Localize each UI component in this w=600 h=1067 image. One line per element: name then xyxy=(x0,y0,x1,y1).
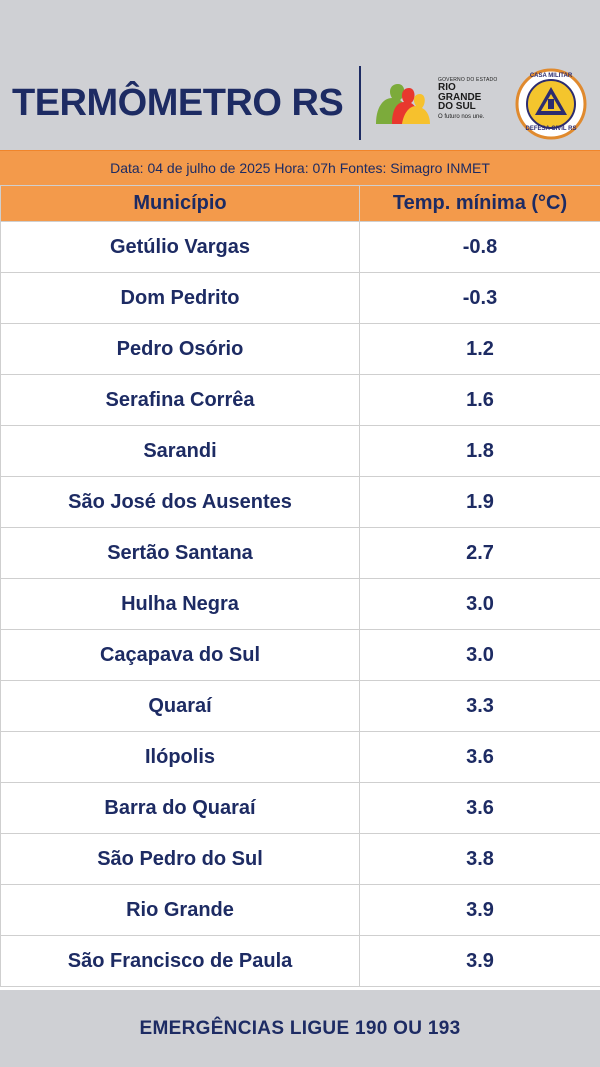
defesa-civil-seal-icon xyxy=(515,68,587,140)
temperature-table-container: Município Temp. mínima (°C) Getúlio Varg… xyxy=(0,185,600,990)
temp-cell: 2.7 xyxy=(359,527,600,579)
temperature-table: Município Temp. mínima (°C) Getúlio Varg… xyxy=(0,185,600,987)
municipio-cell: Caçapava do Sul xyxy=(0,629,360,681)
municipio-cell: Sertão Santana xyxy=(0,527,360,579)
temp-cell: 3.6 xyxy=(359,731,600,783)
gov-line-2: GRANDE xyxy=(438,91,482,103)
defesa-civil-text: DEFESA CIVIL RS xyxy=(525,126,577,132)
table-row: Quaraí 3.3 xyxy=(0,680,600,732)
temp-cell: 3.9 xyxy=(359,935,600,987)
municipio-cell: Quaraí xyxy=(0,680,360,732)
table-row: Sarandi 1.8 xyxy=(0,425,600,477)
municipio-cell: Hulha Negra xyxy=(0,578,360,630)
municipio-cell: Ilópolis xyxy=(0,731,360,783)
casa-militar-text: CASA MILITAR xyxy=(529,73,573,79)
temp-cell: 1.9 xyxy=(359,476,600,528)
header-divider xyxy=(359,66,361,140)
table-row: Getúlio Vargas -0.8 xyxy=(0,221,600,273)
temp-cell: -0.8 xyxy=(359,221,600,273)
table-row: Hulha Negra 3.0 xyxy=(0,578,600,630)
header: TERMÔMETRO RS GOVERNO DO ESTADO RIO GRAN… xyxy=(0,0,600,150)
municipio-cell: Rio Grande xyxy=(0,884,360,936)
rs-government-text: GOVERNO DO ESTADO RIO GRANDE DO SUL O fu… xyxy=(438,78,508,120)
municipio-cell: Serafina Corrêa xyxy=(0,374,360,426)
emergency-footer: EMERGÊNCIAS LIGUE 190 OU 193 xyxy=(0,990,600,1067)
column-header-temp: Temp. mínima (°C) xyxy=(359,185,600,222)
table-row: Pedro Osório 1.2 xyxy=(0,323,600,375)
table-header-row: Município Temp. mínima (°C) xyxy=(0,185,600,222)
temp-cell: 1.8 xyxy=(359,425,600,477)
temp-cell: 1.2 xyxy=(359,323,600,375)
info-bar: Data: 04 de julho de 2025 Hora: 07h Font… xyxy=(0,150,600,185)
table-row: Barra do Quaraí 3.6 xyxy=(0,782,600,834)
table-row: Ilópolis 3.6 xyxy=(0,731,600,783)
rs-silhouettes-icon xyxy=(376,84,430,124)
municipio-cell: São José dos Ausentes xyxy=(0,476,360,528)
table-row: São Francisco de Paula 3.9 xyxy=(0,935,600,987)
temp-cell: 3.9 xyxy=(359,884,600,936)
rs-government-logo: GOVERNO DO ESTADO RIO GRANDE DO SUL O fu… xyxy=(374,76,504,132)
temp-cell: 3.6 xyxy=(359,782,600,834)
municipio-cell: Pedro Osório xyxy=(0,323,360,375)
table-row: São Pedro do Sul 3.8 xyxy=(0,833,600,885)
table-row: Sertão Santana 2.7 xyxy=(0,527,600,579)
temp-cell: 3.0 xyxy=(359,578,600,630)
page-title: TERMÔMETRO RS xyxy=(12,82,344,124)
municipio-cell: Barra do Quaraí xyxy=(0,782,360,834)
municipio-cell: São Francisco de Paula xyxy=(0,935,360,987)
gov-slogan: O futuro nos une. xyxy=(438,113,485,120)
table-row: Caçapava do Sul 3.0 xyxy=(0,629,600,681)
temp-cell: 1.6 xyxy=(359,374,600,426)
table-row: Rio Grande 3.9 xyxy=(0,884,600,936)
temp-cell: -0.3 xyxy=(359,272,600,324)
table-row: São José dos Ausentes 1.9 xyxy=(0,476,600,528)
gov-line-3: DO SUL xyxy=(438,101,476,112)
casa-militar-logo: CASA MILITAR DEFESA CIVIL RS xyxy=(515,68,587,140)
municipio-cell: Getúlio Vargas xyxy=(0,221,360,273)
table-row: Serafina Corrêa 1.6 xyxy=(0,374,600,426)
municipio-cell: São Pedro do Sul xyxy=(0,833,360,885)
temp-cell: 3.3 xyxy=(359,680,600,732)
table-row: Dom Pedrito -0.3 xyxy=(0,272,600,324)
gov-small-text: GOVERNO DO ESTADO xyxy=(438,77,498,83)
gov-line-1: RIO xyxy=(438,82,456,93)
column-header-municipio: Município xyxy=(0,185,360,222)
temp-cell: 3.0 xyxy=(359,629,600,681)
municipio-cell: Sarandi xyxy=(0,425,360,477)
temp-cell: 3.8 xyxy=(359,833,600,885)
municipio-cell: Dom Pedrito xyxy=(0,272,360,324)
